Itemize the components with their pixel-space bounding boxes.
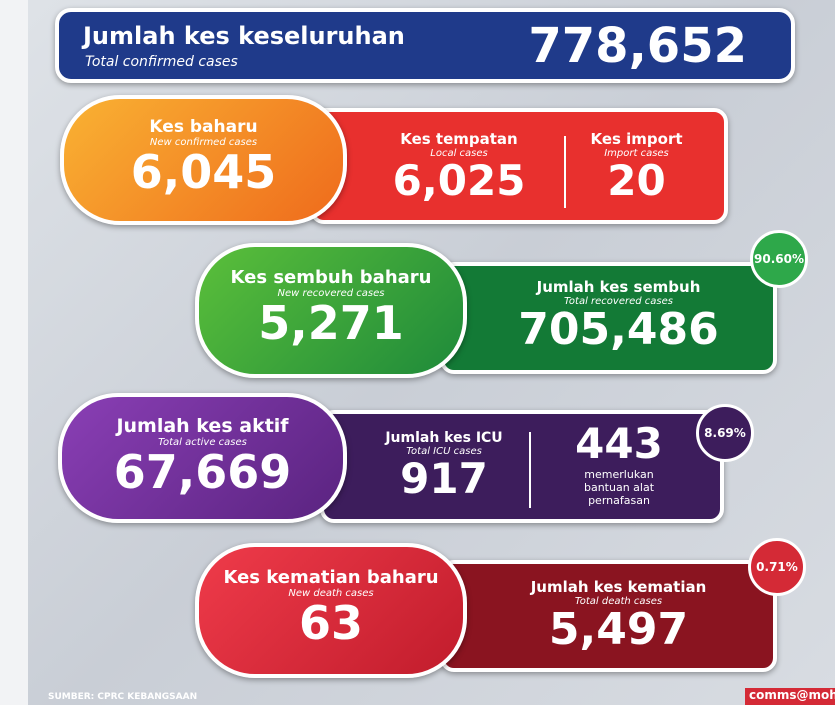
title: Jumlah kes ICU — [385, 430, 503, 446]
subtitle: Local cases — [430, 148, 488, 159]
subtitle: Total active cases — [158, 437, 247, 448]
deaths-pill: Kes kematian baharu New death cases 63 — [195, 543, 467, 678]
value: 705,486 — [518, 304, 719, 355]
icu-panel: Jumlah kes ICU Total ICU cases 917 443 m… — [320, 410, 724, 523]
subtitle: New recovered cases — [277, 288, 385, 299]
label: memerlukan bantuan alat pernafasan — [583, 468, 655, 508]
active-badge: 8.69% — [696, 404, 754, 462]
value: 917 — [400, 454, 488, 503]
divider — [529, 432, 531, 508]
import: Kes import Import cases 20 — [569, 112, 704, 220]
value: 20 — [607, 156, 666, 205]
recovered-total-panel: Jumlah kes sembuh Total recovered cases … — [440, 262, 777, 374]
local-import-panel: Kes tempatan Local cases 6,025 Kes impor… — [310, 108, 728, 224]
side-strip — [0, 0, 28, 705]
subtitle: Total recovered cases — [564, 296, 673, 307]
title: Kes sembuh baharu — [230, 267, 432, 288]
title: Jumlah kes aktif — [116, 415, 289, 437]
recovered-badge: 90.60% — [750, 230, 808, 288]
title: Kes kematian baharu — [223, 567, 439, 588]
deaths-total-panel: Jumlah kes kematian Total death cases 5,… — [440, 560, 777, 672]
value: 67,669 — [113, 445, 292, 499]
local: Kes tempatan Local cases 6,025 — [344, 112, 574, 220]
value: 63 — [298, 596, 363, 650]
new-cases-pill: Kes baharu New confirmed cases 6,045 — [60, 95, 347, 225]
value: 5,497 — [548, 604, 689, 655]
title: Kes import — [590, 130, 683, 148]
title: Jumlah kes kematian — [530, 578, 707, 596]
divider — [564, 136, 566, 208]
value: 6,025 — [392, 156, 526, 205]
subtitle: Total confirmed cases — [85, 54, 238, 70]
value: 5,271 — [258, 296, 404, 350]
icu: Jumlah kes ICU Total ICU cases 917 — [354, 414, 534, 519]
title: Kes baharu — [149, 117, 258, 137]
subtitle: Total death cases — [574, 596, 663, 607]
subtitle: New death cases — [288, 588, 374, 599]
ventilator: 443 memerlukan bantuan alat pernafasan — [534, 414, 704, 519]
title: Kes tempatan — [400, 130, 518, 148]
subtitle: New confirmed cases — [149, 137, 258, 148]
total-panel: Jumlah kes keseluruhan Total confirmed c… — [55, 8, 795, 83]
active-pill: Jumlah kes aktif Total active cases 67,6… — [58, 393, 347, 523]
value: 6,045 — [130, 145, 277, 199]
deaths-badge: 0.71% — [748, 538, 806, 596]
title: Jumlah kes keseluruhan — [83, 22, 405, 50]
subtitle: Import cases — [604, 148, 669, 159]
value: 443 — [575, 419, 663, 468]
source: SUMBER: CPRC KEBANGSAAN — [48, 692, 198, 702]
value: 778,652 — [528, 18, 747, 74]
credit: comms@moh — [745, 688, 835, 705]
subtitle: Total ICU cases — [406, 446, 482, 457]
title: Jumlah kes sembuh — [536, 278, 701, 296]
recovered-pill: Kes sembuh baharu New recovered cases 5,… — [195, 243, 467, 378]
